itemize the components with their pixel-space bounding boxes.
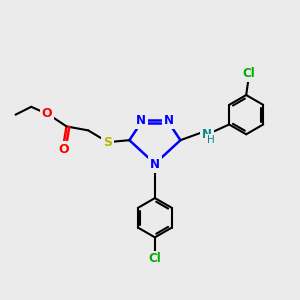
- Text: Cl: Cl: [243, 67, 256, 80]
- Text: N: N: [202, 128, 212, 141]
- Text: N: N: [136, 114, 146, 127]
- Text: N: N: [150, 158, 160, 171]
- Text: O: O: [58, 142, 69, 155]
- Text: N: N: [164, 114, 174, 127]
- Text: Cl: Cl: [148, 252, 161, 266]
- Text: S: S: [103, 136, 112, 148]
- Text: H: H: [207, 135, 215, 145]
- Text: O: O: [42, 107, 52, 120]
